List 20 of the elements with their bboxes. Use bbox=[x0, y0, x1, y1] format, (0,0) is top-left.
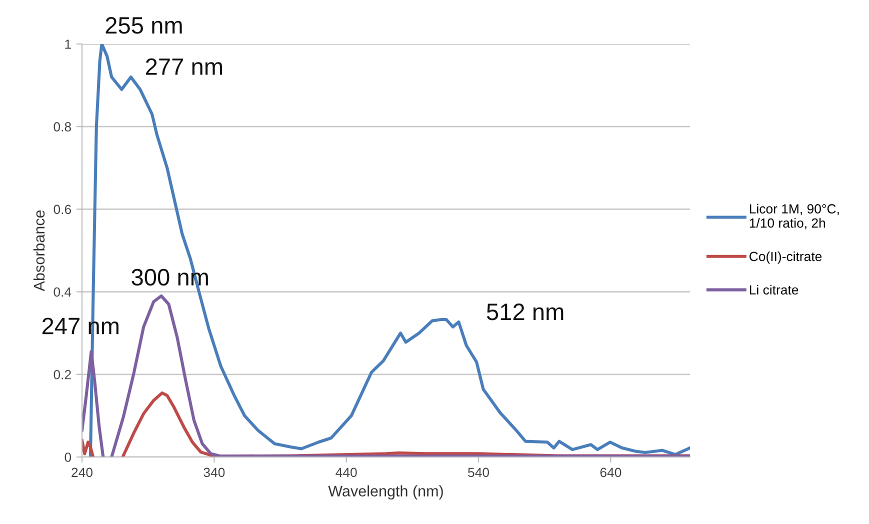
x-tick-label: 540 bbox=[468, 468, 490, 478]
x-tick-label: 340 bbox=[204, 468, 225, 478]
x-tick-label: 440 bbox=[336, 468, 357, 478]
y-tick-label: 0.8 bbox=[54, 122, 72, 132]
annotation: 277 nm bbox=[146, 58, 222, 75]
legend-label: Li citrate bbox=[750, 284, 798, 295]
y-tick-label: 0.6 bbox=[54, 204, 72, 214]
annotation: 512 nm bbox=[486, 304, 564, 320]
x-tick-label: 240 bbox=[72, 468, 92, 478]
legend-label: Co(II)-citrate bbox=[750, 251, 822, 264]
y-tick-label: 0.2 bbox=[54, 370, 71, 380]
y-tick-label: 0 bbox=[64, 452, 72, 462]
x-axis-title: Wavelength (nm) bbox=[328, 485, 443, 500]
y-axis-title: Absorbance bbox=[33, 210, 45, 292]
line-series bbox=[88, 44, 690, 457]
y-tick-label: 1 bbox=[65, 40, 71, 49]
y-tick-label: 0.4 bbox=[54, 287, 72, 297]
annotation: 255 nm bbox=[106, 17, 182, 34]
legend-label: Licor 1M, 90°C, 1/10 ratio, 2h bbox=[750, 204, 839, 230]
x-tick-label: 640 bbox=[600, 468, 622, 478]
